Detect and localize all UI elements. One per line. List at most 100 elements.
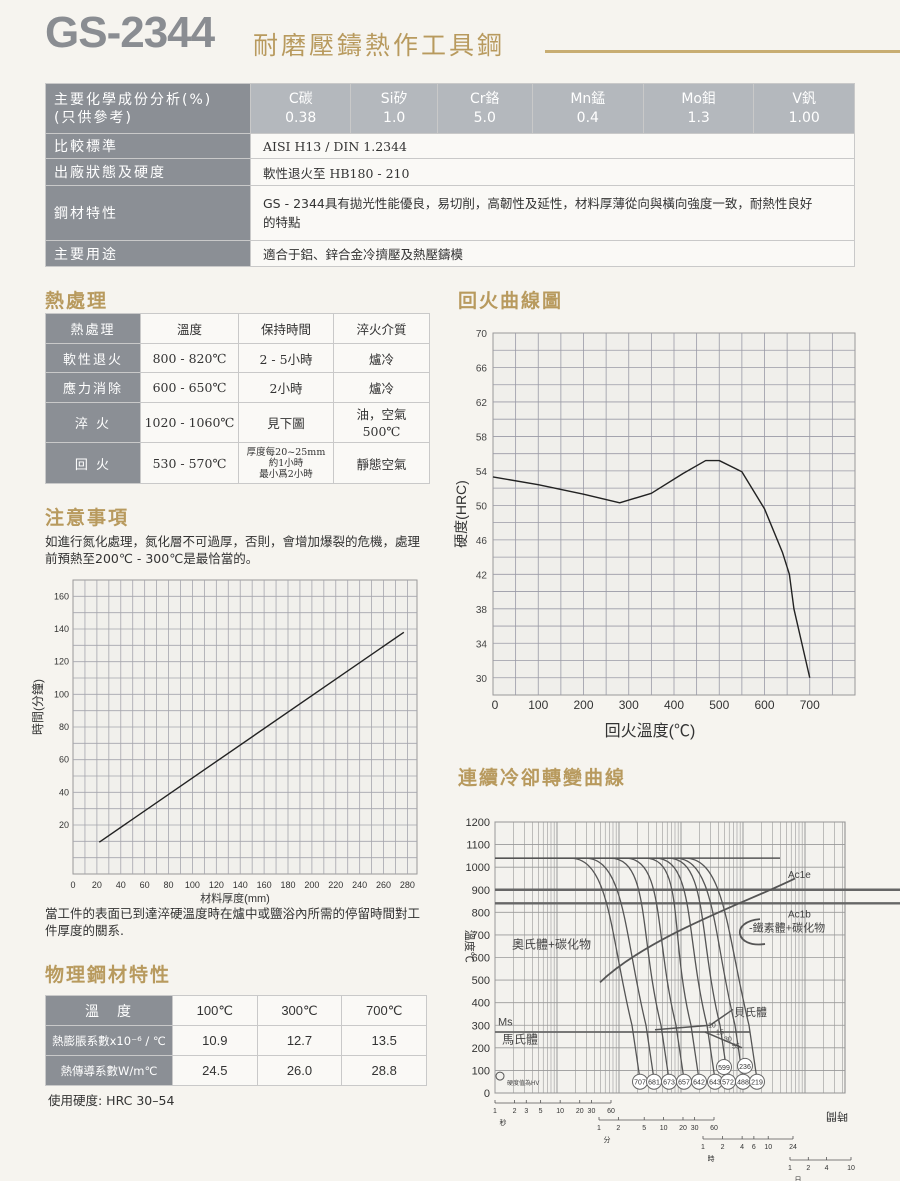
property-label: 熱膨脹系數x10⁻⁶ / ℃ [45,1025,173,1056]
spec-row-usage: 主要用途 適合于鋁、鋅合金冷擠壓及熱壓鑄模 [45,240,855,267]
cooling-curve [495,857,655,1080]
label-ac1e: Ac1e [788,870,811,881]
y-tick-label: 20 [59,820,69,830]
element-cr: Cr鉻 5.0 [436,83,533,134]
y-tick-label: 70 [476,329,488,340]
x-tick-label: 140 [233,880,248,890]
x-tick-label: 160 [257,880,272,890]
quench-medium: 油，空氣 500℃ [333,402,430,443]
y-tick-label: 1200 [466,817,490,829]
physical-properties-heading: 物理鋼材特性 [45,964,172,986]
x-axis-label: 材料厚度(mm) [200,891,270,905]
y-tick-label: 80 [59,722,69,732]
spec-value: GS - 2344具有拋光性能優良，易切削，高韌性及延性，材料厚薄從向與橫向強度… [250,185,855,241]
element-si: Si矽 1.0 [350,83,438,134]
property-value: 13.5 [341,1025,427,1056]
table-row: 軟性退火 800 - 820℃ 2 - 5小時 爐冷 [45,343,430,373]
y-tick-label: 42 [476,570,488,581]
x-tick-label: 0 [70,880,75,890]
spec-label: 鋼材特性 [45,185,251,241]
tempering-curve-chart: 0 100 200 300 400 500 600 700 30 34 38 42 46 50 54 58 62… [453,329,856,740]
element-value: 1.3 [687,109,710,126]
x-tick-label: 100 [528,698,548,712]
legend-circle [495,1071,505,1081]
column-header: 保持時間 [238,313,334,344]
holding-time-caption: 當工件的表面已到達淬硬溫度時在爐中或鹽浴內所需的停留時間對工件厚度的關系. [45,906,421,938]
holding-time: 2 - 5小時 [238,343,334,373]
process-name: 軟性退火 [45,343,141,373]
time-tick-label: 10 [660,1125,668,1132]
composition-label-line2: (只供參考) [54,109,133,126]
time-tick-label: 2 [721,1144,725,1151]
time-tick-label: 1 [788,1165,792,1172]
column-header: 700℃ [341,995,427,1026]
y-tick-label: 160 [54,591,69,601]
y-tick-label: 900 [472,885,490,897]
y-tick-label: 34 [476,639,488,650]
product-code-title: GS-2344 [45,8,215,57]
time-tick-label: 1 [701,1144,705,1151]
element-mn: Mn錳 0.4 [531,83,644,134]
property-value: 28.8 [341,1055,427,1086]
element-value: 1.0 [383,109,406,126]
temperature: 1020 - 1060℃ [140,402,239,443]
holding-time: 見下圖 [238,402,334,443]
physical-properties-table: 溫 度 100℃ 300℃ 700℃ 熱膨脹系數x10⁻⁶ / ℃ 10.9 1… [45,995,427,1086]
x-tick-label: 80 [164,880,174,890]
y-tick-label: 54 [476,467,488,478]
region-label: -鐵素體+碳化物 [749,921,825,935]
element-name: V釩 [792,90,816,107]
x-tick-label: 400 [664,698,684,712]
element-value: 0.38 [285,109,317,126]
y-tick-label: 300 [472,1020,490,1032]
hardness-value: 707 [634,1080,646,1087]
time-tick-label: 5 [539,1108,543,1115]
y-tick-label: 700 [472,930,490,942]
element-mo: Mo鉬 1.3 [642,83,755,134]
spec-value: 軟性退火至 HB180 - 210 [250,158,855,186]
time-tick-label: 3 [524,1108,528,1115]
pearlite-start-curve [599,877,796,983]
time-tick-label: 1 [493,1108,497,1115]
y-tick-label: 100 [472,1065,490,1077]
notes-text: 如進行氮化處理，氮化層不可過厚，否則，會增加爆裂的危機，處理前預熱至200℃ -… [45,534,421,566]
x-tick-label: 200 [573,698,593,712]
composition-label: 主要化學成份分析(%) (只供參考) [45,83,251,134]
data-line [492,459,811,678]
time-tick-label: 5 [642,1125,646,1132]
y-tick-label: 100 [54,689,69,699]
element-value: 5.0 [473,109,496,126]
quench-medium: 爐冷 [333,372,430,403]
ferrite-nose-curve [739,918,766,946]
y-tick-label: 30 [476,674,488,685]
bainite-percent-label: 15 [716,1030,724,1037]
y-tick-label: 120 [54,657,69,667]
column-header: 淬火介質 [333,313,430,344]
y-axis-label: 時間(分鐘) [30,679,45,735]
y-tick-label: 40 [59,787,69,797]
x-tick-label: 120 [209,880,224,890]
x-tick-label: 40 [116,880,126,890]
y-tick-label: 50 [476,501,488,512]
y-tick-label: 500 [472,975,490,987]
cooling-curve [495,857,670,1080]
element-name: Mo鉬 [681,90,716,107]
holding-time-line3: 最小爲2小時 [259,468,313,480]
table-header-row: 溫 度 100℃ 300℃ 700℃ [45,995,427,1026]
y-tick-label: 62 [476,398,488,409]
time-tick-label: 60 [607,1108,615,1115]
holding-time-line1: 厚度每20~25mm [246,446,326,458]
temperature: 800 - 820℃ [140,343,239,373]
label-ac1b: Ac1b [788,909,811,920]
time-tick-label: 2 [616,1125,620,1132]
time-unit-label: 分 [604,1135,611,1144]
temperature: 600 - 650℃ [140,372,239,403]
composition-label-line1: 主要化學成份分析(%) [54,91,213,108]
y-tick-label: 66 [476,363,488,374]
time-tick-label: 6 [752,1144,756,1151]
x-tick-label: 280 [400,880,415,890]
y-tick-label: 60 [59,755,69,765]
spec-value: 適合于鋁、鋅合金冷擠壓及熱壓鑄模 [250,240,855,267]
element-c: C碳 0.38 [249,83,352,134]
hardness-circle [737,1057,753,1074]
